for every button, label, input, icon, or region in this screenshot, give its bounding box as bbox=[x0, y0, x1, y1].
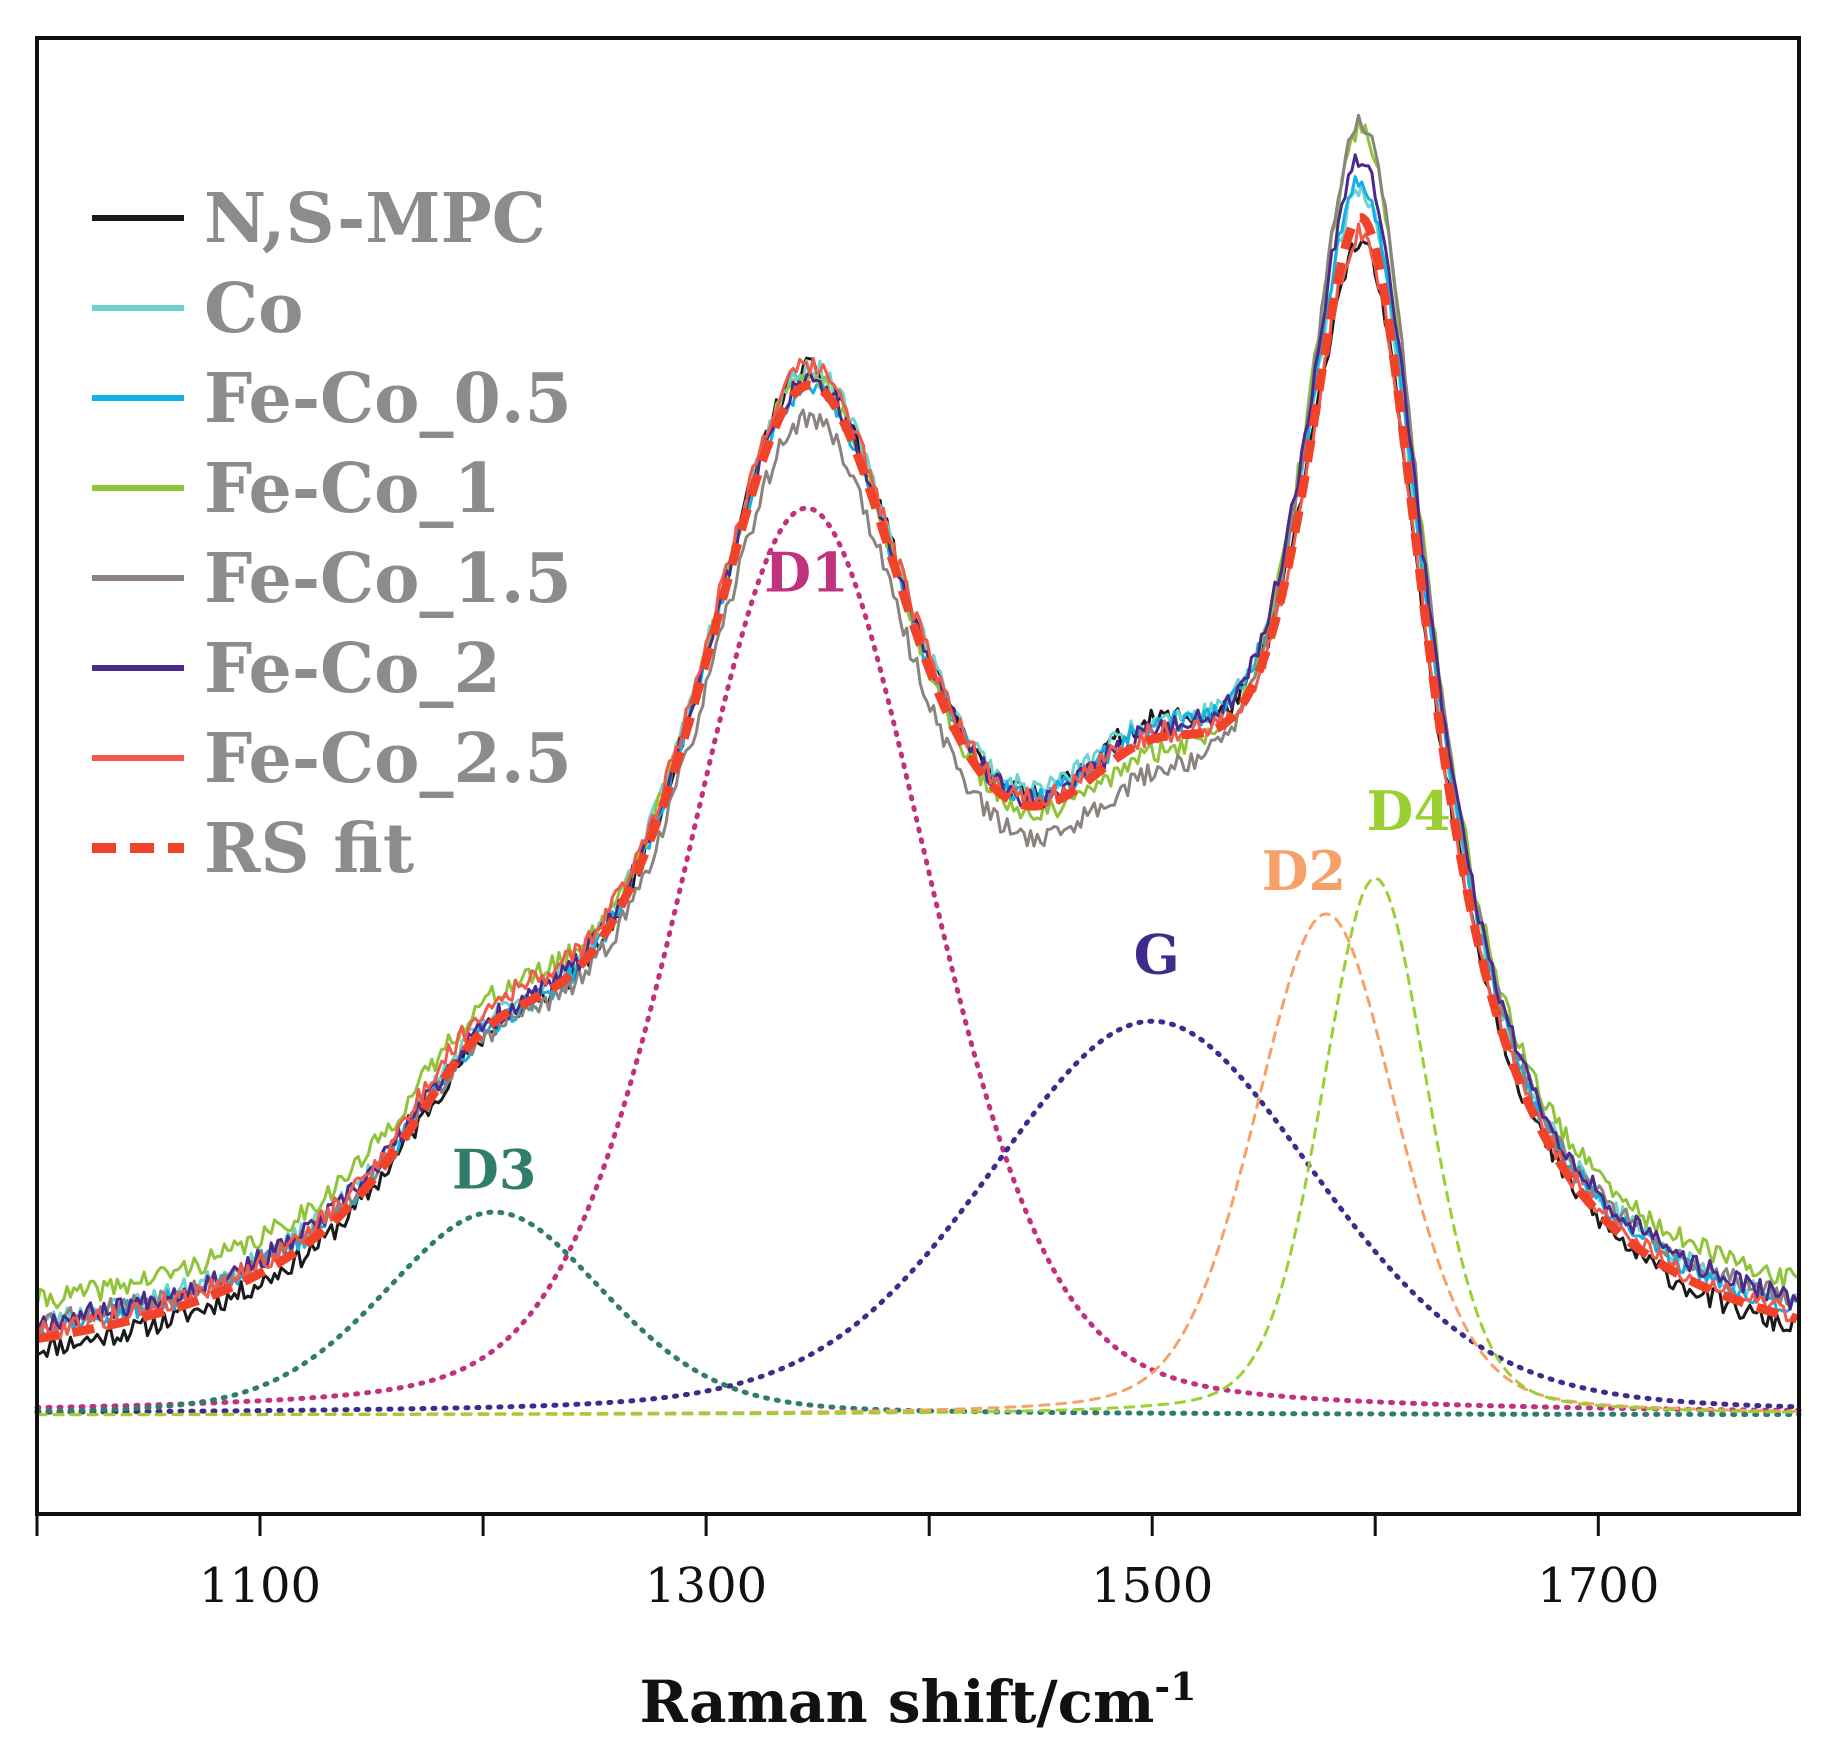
peak-label-d1: D1 bbox=[764, 541, 848, 605]
legend: N,S-MPC Co Fe-Co_0.5 Fe-Co_1 Fe-Co_1.5 Fe-Co_… bbox=[92, 179, 572, 889]
legend-label-fe-co-1-5: Fe-Co_1.5 bbox=[204, 539, 572, 619]
fit-components-layer bbox=[34, 505, 1802, 1417]
x-axis: 1100 1300 1500 1700 bbox=[35, 1514, 1659, 1614]
x-tick-label-1500: 1500 bbox=[1091, 1558, 1213, 1614]
peak-label-d4: D4 bbox=[1366, 779, 1450, 843]
series-line-fe-co-2 bbox=[36, 153, 1799, 1332]
legend-label-co: Co bbox=[204, 269, 303, 349]
peak-label-g: G bbox=[1134, 922, 1180, 986]
x-tick-label-1100: 1100 bbox=[199, 1558, 321, 1614]
x-axis-title-superscript: -1 bbox=[1154, 1664, 1196, 1709]
peak-labels-layer: D1 G D3 D2 D4 bbox=[452, 541, 1451, 1202]
fit-curve-d3 bbox=[34, 1209, 1802, 1417]
x-axis-title: Raman shift/cm-1 bbox=[639, 1664, 1196, 1736]
peak-label-d2: D2 bbox=[1262, 839, 1346, 903]
fit-curve-g bbox=[34, 1018, 1802, 1415]
x-tick-label-1700: 1700 bbox=[1537, 1558, 1659, 1614]
plot-frame bbox=[35, 36, 1801, 1516]
legend-label-fe-co-0-5: Fe-Co_0.5 bbox=[204, 359, 572, 439]
legend-label-n-s-mpc: N,S-MPC bbox=[204, 179, 546, 259]
fit-curve-d4 bbox=[35, 876, 1801, 1417]
legend-label-fe-co-2-5: Fe-Co_2.5 bbox=[204, 719, 572, 799]
legend-label-rs-fit: RS fit bbox=[204, 809, 415, 889]
x-axis-title-main: Raman shift/cm bbox=[639, 1668, 1154, 1736]
peak-label-d3: D3 bbox=[452, 1137, 536, 1201]
series-line-rs-fit bbox=[35, 213, 1798, 1344]
legend-label-fe-co-1: Fe-Co_1 bbox=[204, 449, 501, 529]
legend-label-fe-co-2: Fe-Co_2 bbox=[204, 629, 501, 709]
spectra-series-layer bbox=[35, 113, 1799, 1358]
x-tick-label-1300: 1300 bbox=[645, 1558, 767, 1614]
